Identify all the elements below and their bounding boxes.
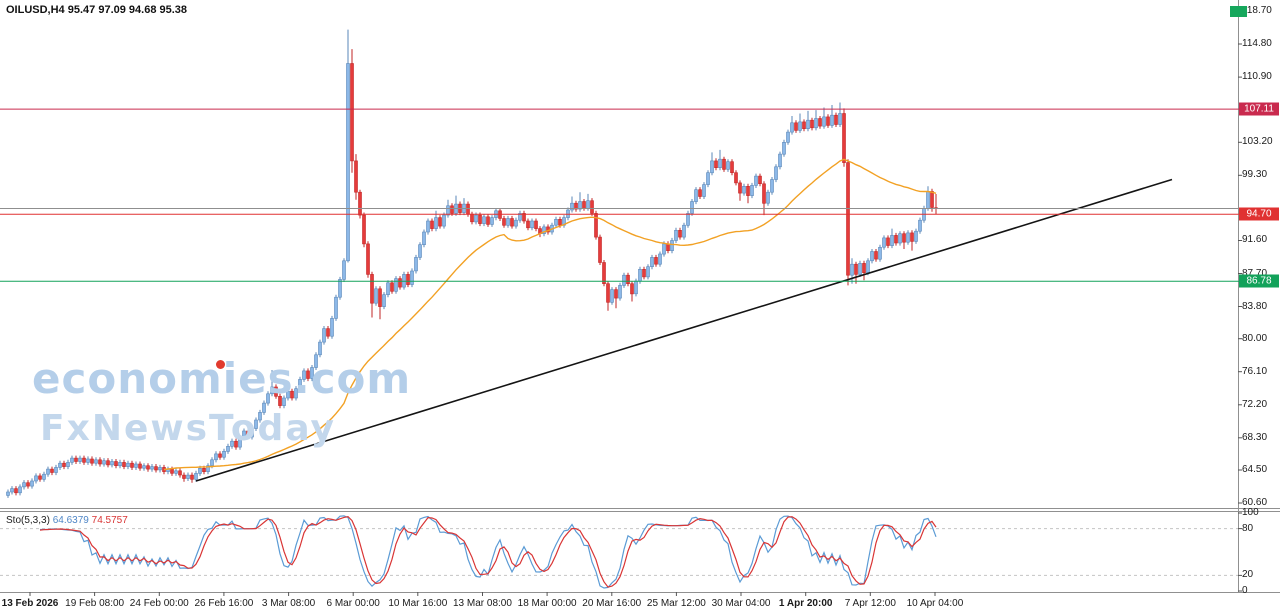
time-axis-label: 10 Apr 04:00 <box>906 598 964 609</box>
price-axis-label: 80.00 <box>1242 332 1268 344</box>
symbol-ohlc-label: OILUSD,H4 95.47 97.09 94.68 95.38 <box>6 4 187 16</box>
time-axis-label: 1 Apr 20:00 <box>778 598 833 609</box>
price-badge: 94.70 <box>1239 207 1279 221</box>
time-axis-label: 7 Apr 12:00 <box>844 598 896 609</box>
axis-marker-icon <box>1230 6 1247 17</box>
time-axis-label: 13 Feb 2026 <box>1 598 59 609</box>
time-axis-label: 25 Mar 12:00 <box>646 598 706 609</box>
indicator-pane[interactable] <box>0 512 1238 592</box>
time-axis-label: 19 Feb 08:00 <box>65 598 125 609</box>
indicator-axis-label: 0 <box>1242 585 1248 596</box>
indicator-axis-label: 80 <box>1242 522 1254 534</box>
indicator-label: Sto(5,3,3) 64.6379 74.5757 <box>6 515 128 526</box>
price-axis-label: 68.30 <box>1242 431 1268 443</box>
time-axis-label: 26 Feb 16:00 <box>194 598 254 609</box>
time-axis-label: 13 Mar 08:00 <box>453 598 512 609</box>
price-axis-label: 110.90 <box>1242 71 1272 83</box>
ohlc-values: 95.47 97.09 94.68 95.38 <box>67 4 188 16</box>
price-axis-label: 64.50 <box>1242 463 1268 475</box>
price-badge: 86.78 <box>1239 274 1279 288</box>
indicator-name: Sto(5,3,3) <box>6 515 50 526</box>
price-axis-label: 72.20 <box>1242 398 1268 410</box>
indicator-main-value: 64.6379 <box>52 515 89 526</box>
price-axis-label: 83.80 <box>1242 300 1268 312</box>
indicator-axis-label: 20 <box>1242 569 1254 581</box>
time-axis-label: 10 Mar 16:00 <box>388 598 448 609</box>
price-axis-label: 99.30 <box>1242 169 1268 181</box>
price-badge: 107.11 <box>1239 102 1279 116</box>
price-axis-label: 60.60 <box>1242 497 1268 508</box>
symbol-period: OILUSD,H4 <box>6 4 65 16</box>
indicator-axis-label: 100 <box>1242 507 1259 518</box>
time-axis-label: 3 Mar 08:00 <box>261 598 316 609</box>
watermark-dot-icon <box>216 360 225 369</box>
time-axis-label: 6 Mar 00:00 <box>326 598 380 609</box>
main-chart-area[interactable] <box>0 0 1238 508</box>
time-axis-label: 30 Mar 04:00 <box>711 598 771 609</box>
price-axis-label: 76.10 <box>1242 365 1268 377</box>
price-axis-label: 91.60 <box>1242 234 1268 246</box>
time-axis-label: 24 Feb 00:00 <box>129 598 189 609</box>
price-axis-label: 103.20 <box>1242 136 1273 148</box>
time-axis-label: 20 Mar 16:00 <box>582 598 642 609</box>
watermark-fxnewstoday: FxNewsToday <box>40 408 336 449</box>
price-axis-label: 87.70 <box>1242 267 1268 279</box>
price-axis-label: 118.70 <box>1242 5 1272 16</box>
time-axis-label: 18 Mar 00:00 <box>517 598 577 609</box>
indicator-signal-value: 74.5757 <box>91 515 128 526</box>
price-axis-label: 114.80 <box>1242 38 1272 50</box>
